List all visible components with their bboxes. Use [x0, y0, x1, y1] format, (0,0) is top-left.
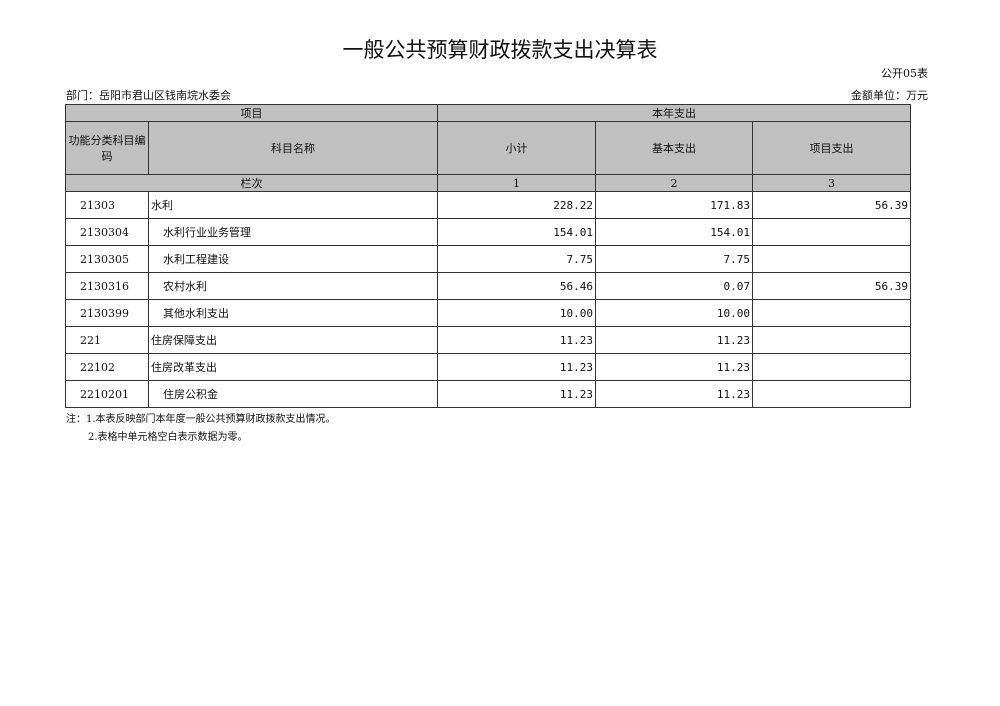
- table-row: 22102 住房改革支出 11.23 11.23: [65, 353, 911, 381]
- table-row: 2210201 住房公积金 11.23 11.23: [65, 380, 911, 408]
- header-row-index: 栏次: [65, 174, 438, 192]
- form-number: 公开05表: [881, 67, 928, 80]
- note-1: 注：1.本表反映部门本年度一般公共预算财政拨款支出情况。: [66, 414, 336, 425]
- row-name: 住房改革支出: [148, 353, 438, 381]
- page-title: 一般公共预算财政拨款支出决算表: [342, 38, 658, 62]
- row-project: [752, 299, 911, 327]
- row-name: 住房公积金: [148, 380, 438, 408]
- row-code: 2130305: [65, 245, 149, 273]
- header-item: 项目: [65, 104, 438, 122]
- header-code: 功能分类科目编码: [65, 121, 149, 175]
- table-row: 2130316 农村水利 56.46 0.07 56.39: [65, 272, 911, 300]
- col-index-3: 3: [752, 174, 911, 192]
- row-code: 2130304: [65, 218, 149, 246]
- row-name: 农村水利: [148, 272, 438, 300]
- table-row: 2130304 水利行业业务管理 154.01 154.01: [65, 218, 911, 246]
- row-subtotal: 11.23: [437, 326, 596, 354]
- row-project: [752, 218, 911, 246]
- header-name: 科目名称: [148, 121, 438, 175]
- header-current-year: 本年支出: [437, 104, 911, 122]
- row-project: [752, 326, 911, 354]
- col-index-2: 2: [595, 174, 753, 192]
- row-project: [752, 245, 911, 273]
- header-basic: 基本支出: [595, 121, 753, 175]
- row-project: 56.39: [752, 191, 911, 219]
- row-name: 其他水利支出: [148, 299, 438, 327]
- row-name: 水利工程建设: [148, 245, 438, 273]
- row-subtotal: 10.00: [437, 299, 596, 327]
- row-name: 住房保障支出: [148, 326, 438, 354]
- row-basic: 11.23: [595, 326, 753, 354]
- row-name: 水利: [148, 191, 438, 219]
- row-project: [752, 380, 911, 408]
- row-basic: 0.07: [595, 272, 753, 300]
- header-project: 项目支出: [752, 121, 911, 175]
- row-basic: 7.75: [595, 245, 753, 273]
- row-basic: 10.00: [595, 299, 753, 327]
- row-subtotal: 11.23: [437, 380, 596, 408]
- table-row: 221 住房保障支出 11.23 11.23: [65, 326, 911, 354]
- row-project: [752, 353, 911, 381]
- table-row: 21303 水利 228.22 171.83 56.39: [65, 191, 911, 219]
- row-code: 21303: [65, 191, 149, 219]
- col-index-1: 1: [437, 174, 596, 192]
- row-subtotal: 154.01: [437, 218, 596, 246]
- row-subtotal: 56.46: [437, 272, 596, 300]
- row-basic: 11.23: [595, 380, 753, 408]
- row-code: 22102: [65, 353, 149, 381]
- row-subtotal: 7.75: [437, 245, 596, 273]
- row-subtotal: 228.22: [437, 191, 596, 219]
- expenditure-table: 项目 本年支出 功能分类科目编码 科目名称 小计 基本支出 项目支出 栏次 1 …: [65, 104, 911, 408]
- amount-unit: 金额单位：万元: [851, 89, 928, 102]
- header-subtotal: 小计: [437, 121, 596, 175]
- department: 部门：岳阳市君山区钱南垸水委会: [66, 89, 231, 102]
- table-row: 2130305 水利工程建设 7.75 7.75: [65, 245, 911, 273]
- note-2: 2.表格中单元格空白表示数据为零。: [88, 432, 248, 443]
- row-subtotal: 11.23: [437, 353, 596, 381]
- row-project: 56.39: [752, 272, 911, 300]
- row-code: 2130399: [65, 299, 149, 327]
- row-basic: 11.23: [595, 353, 753, 381]
- row-code: 221: [65, 326, 149, 354]
- row-basic: 154.01: [595, 218, 753, 246]
- row-basic: 171.83: [595, 191, 753, 219]
- row-code: 2210201: [65, 380, 149, 408]
- row-code: 2130316: [65, 272, 149, 300]
- row-name: 水利行业业务管理: [148, 218, 438, 246]
- table-row: 2130399 其他水利支出 10.00 10.00: [65, 299, 911, 327]
